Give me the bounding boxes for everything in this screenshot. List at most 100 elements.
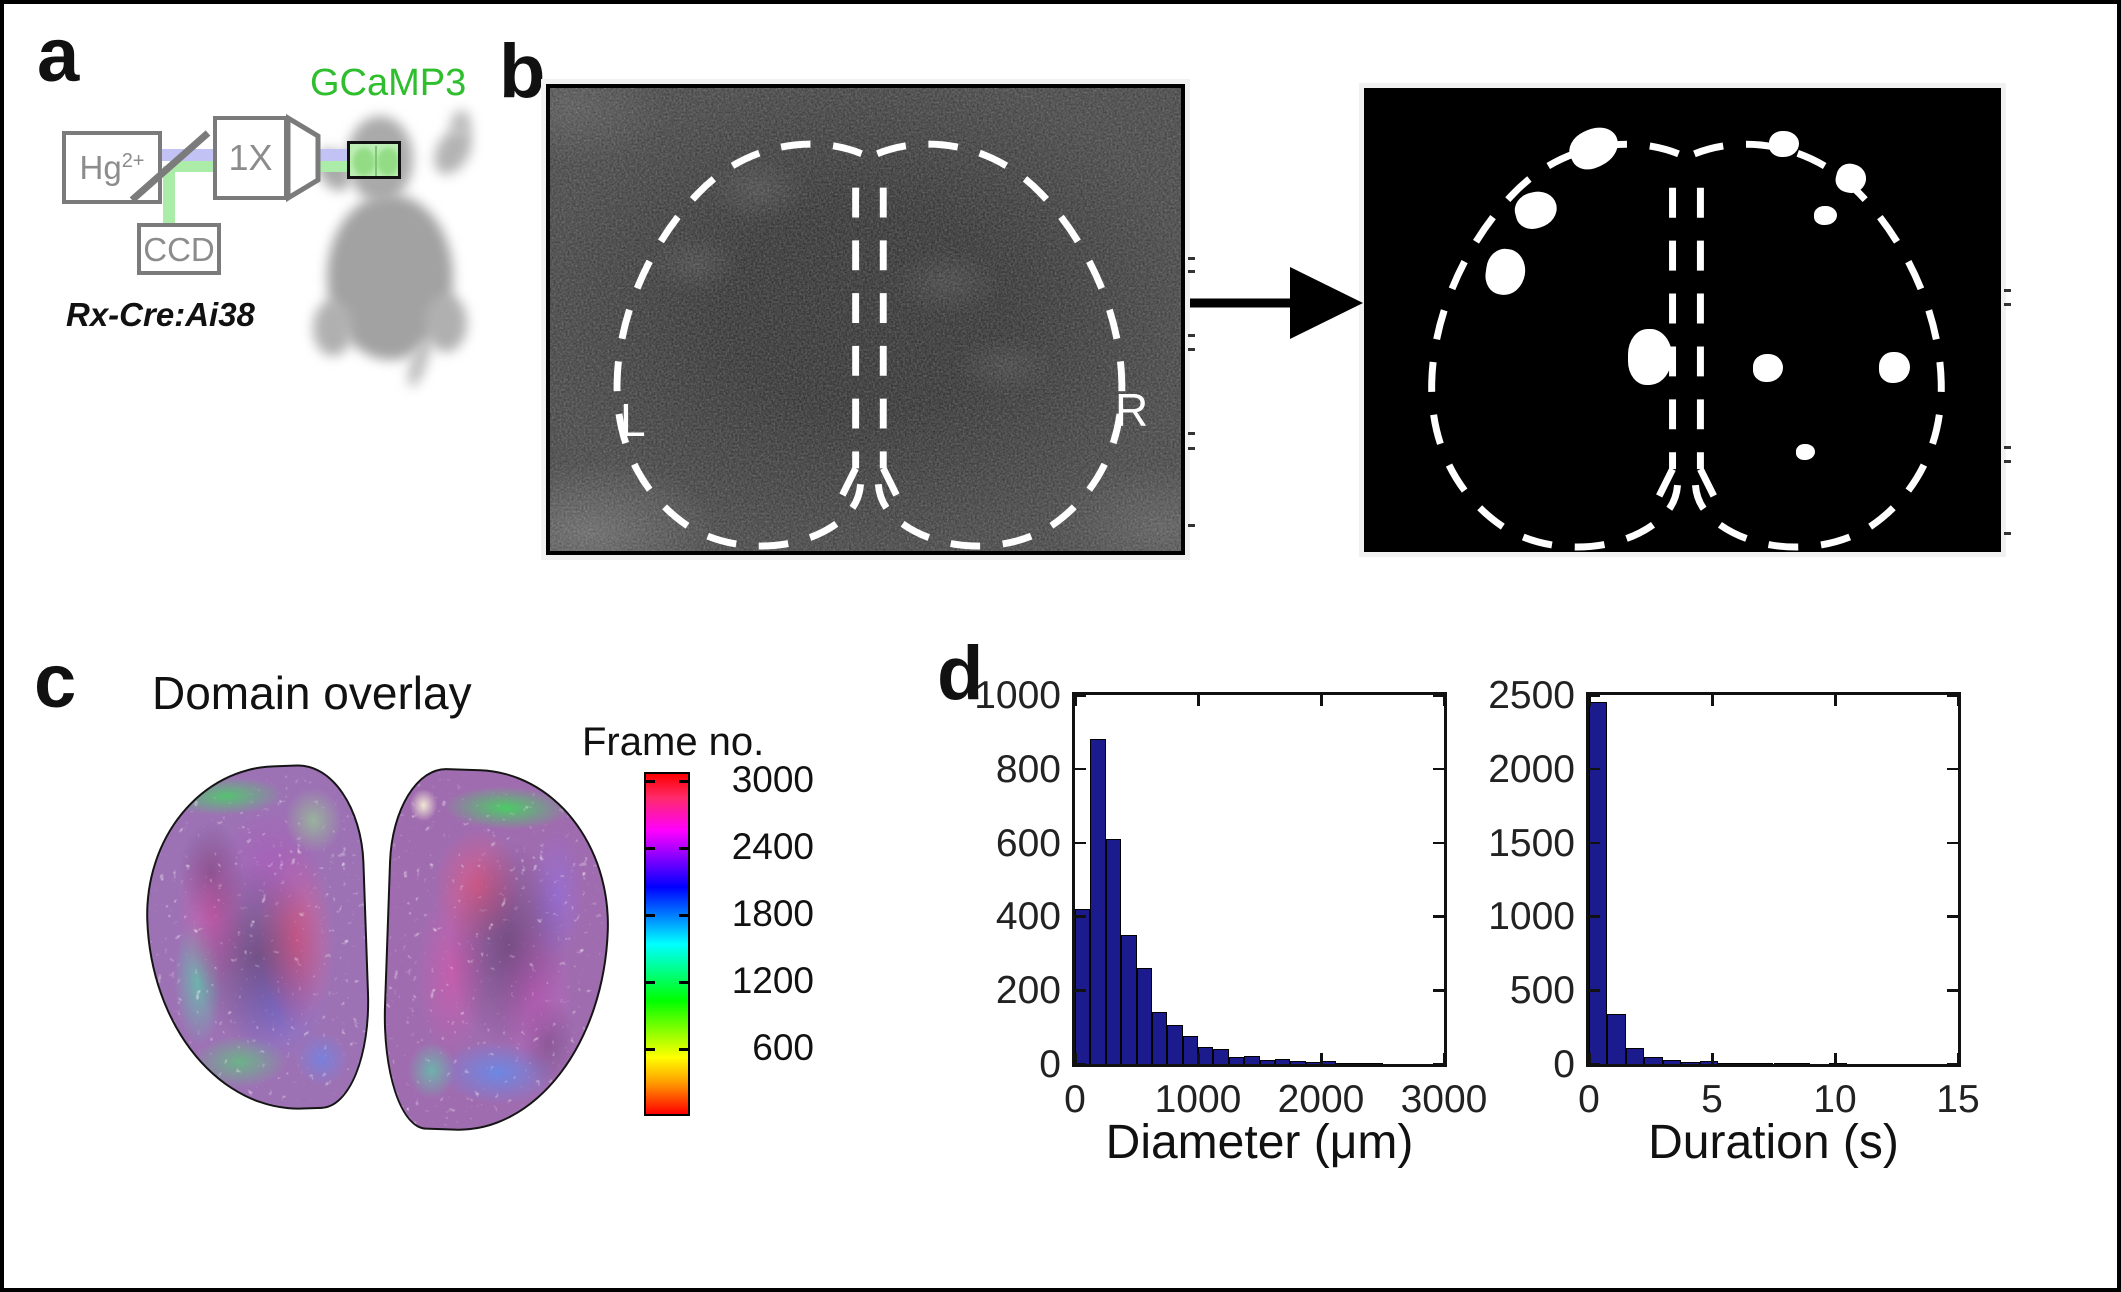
y-tick-label: 200 bbox=[995, 969, 1061, 1013]
histogram-bar bbox=[1136, 968, 1152, 1064]
y-tick-mark bbox=[1433, 841, 1444, 845]
colorbar-tick-mark bbox=[646, 1047, 655, 1051]
y-tick-mark bbox=[1947, 767, 1958, 771]
histogram-bar bbox=[1607, 1013, 1626, 1064]
y-tick-mark bbox=[1947, 1063, 1958, 1066]
histogram-bar bbox=[1213, 1048, 1229, 1064]
colorbar-tick-label: 1200 bbox=[731, 960, 814, 1002]
y-tick-mark bbox=[1589, 694, 1600, 697]
thresholded-domains-image bbox=[1364, 88, 2001, 552]
brain-outline-dashed bbox=[613, 140, 1126, 550]
objective-box: 1X bbox=[213, 116, 288, 200]
domain-overlay-title: Domain overlay bbox=[152, 667, 472, 719]
histogram-bar bbox=[1151, 1012, 1168, 1064]
y-tick-mark bbox=[1075, 694, 1086, 697]
x-tick-mark bbox=[1320, 1053, 1323, 1064]
colorbar-tick-mark bbox=[646, 846, 655, 850]
colorbar-tick-label: 1800 bbox=[731, 893, 814, 935]
histogram-bar bbox=[1736, 1063, 1756, 1064]
fluorophore-label: GCaMP3 bbox=[310, 62, 467, 104]
colorbar-tick-mark bbox=[646, 779, 655, 783]
edge-tick-mark bbox=[2004, 289, 2011, 292]
histogram-bar bbox=[1773, 1063, 1792, 1064]
diameter-axis-label: Diameter (μm) bbox=[1105, 1116, 1414, 1169]
x-tick-mark bbox=[1588, 695, 1591, 706]
edge-tick-mark bbox=[2004, 303, 2011, 306]
dichroic-mirror-icon bbox=[129, 130, 211, 203]
mercury-lamp-label: Hg bbox=[79, 149, 122, 186]
edge-tick-mark bbox=[1188, 524, 1195, 527]
x-tick-mark bbox=[1443, 695, 1446, 706]
histogram-bar bbox=[1681, 1062, 1700, 1064]
cranial-window bbox=[347, 141, 401, 179]
y-tick-mark bbox=[1075, 989, 1086, 992]
histogram-bar bbox=[1244, 1055, 1260, 1064]
objective-lens-icon bbox=[286, 113, 321, 203]
colorbar-tick-label: 2400 bbox=[731, 826, 814, 868]
y-tick-mark bbox=[1947, 841, 1958, 845]
histogram-bar bbox=[1351, 1063, 1368, 1064]
y-tick-mark bbox=[1075, 1063, 1086, 1066]
y-tick-label: 2500 bbox=[1488, 674, 1575, 717]
panel-label-b: b bbox=[499, 29, 546, 114]
colorbar-tick-mark bbox=[679, 1047, 688, 1051]
mouse-line-label: Rx-Cre:Ai38 bbox=[66, 296, 255, 333]
active-domain-blob bbox=[1753, 354, 1783, 382]
x-tick-label: 0 bbox=[1064, 1078, 1086, 1121]
y-tick-mark bbox=[1433, 915, 1444, 918]
histogram-bar bbox=[1259, 1059, 1275, 1064]
histogram-bar bbox=[1228, 1056, 1245, 1064]
colorbar-title: Frame no. bbox=[582, 720, 765, 764]
y-tick-label: 1000 bbox=[974, 674, 1061, 717]
colorbar-tick-mark bbox=[679, 779, 688, 783]
colorbar-tick-mark bbox=[679, 980, 688, 984]
y-tick-mark bbox=[1433, 989, 1444, 992]
histogram-bar bbox=[1167, 1025, 1183, 1064]
right-hemisphere-letter: R bbox=[1115, 384, 1149, 436]
colorbar-tick-mark bbox=[646, 980, 655, 984]
edge-tick-mark bbox=[1188, 334, 1195, 337]
y-tick-mark bbox=[1075, 767, 1086, 771]
mouse-silhouette-image bbox=[299, 104, 484, 390]
y-tick-label: 1000 bbox=[1488, 895, 1575, 939]
y-tick-mark bbox=[1075, 915, 1086, 918]
arrow-icon bbox=[1190, 267, 1363, 339]
histogram-bar bbox=[1121, 934, 1137, 1064]
x-tick-mark bbox=[1711, 695, 1714, 706]
histogram-bar bbox=[1755, 1063, 1774, 1064]
histogram-bar bbox=[1828, 1062, 1848, 1064]
x-tick-mark bbox=[1711, 1053, 1714, 1064]
duration-histogram: Duration (s) 0 5 10 15 0 500 1000 1500 2000 2500 bbox=[1488, 674, 1979, 1169]
histogram-bar bbox=[1791, 1063, 1811, 1064]
histogram-bar bbox=[1367, 1062, 1383, 1064]
y-tick-mark bbox=[1589, 767, 1600, 771]
histogram-bar bbox=[1305, 1061, 1321, 1064]
ccd-camera-box: CCD bbox=[137, 223, 221, 275]
histogram-bar bbox=[1644, 1056, 1663, 1064]
x-tick-mark bbox=[1320, 695, 1323, 706]
y-tick-mark bbox=[1433, 767, 1444, 771]
active-domain-blob bbox=[1628, 329, 1672, 385]
x-tick-mark bbox=[1074, 695, 1077, 706]
left-hemisphere-letter: L bbox=[620, 394, 646, 446]
histogram-bar bbox=[1182, 1036, 1198, 1064]
histogram-bar bbox=[1699, 1061, 1719, 1064]
y-tick-mark bbox=[1075, 841, 1086, 845]
active-domain-blob bbox=[1814, 206, 1837, 225]
x-tick-mark bbox=[1197, 695, 1200, 706]
y-tick-mark bbox=[1589, 1063, 1600, 1066]
colorbar-tick-mark bbox=[646, 913, 655, 917]
histogram-bar bbox=[1105, 838, 1122, 1064]
panel-label-a: a bbox=[37, 13, 80, 98]
y-tick-label: 400 bbox=[995, 895, 1061, 939]
x-tick-label: 0 bbox=[1578, 1078, 1600, 1121]
colorbar-tick-label: 3000 bbox=[731, 759, 814, 801]
x-tick-label: 15 bbox=[1936, 1078, 1980, 1121]
edge-tick-mark bbox=[1188, 257, 1195, 260]
y-tick-mark bbox=[1947, 915, 1958, 918]
x-tick-mark bbox=[1197, 1053, 1200, 1064]
edge-tick-mark bbox=[1188, 432, 1195, 435]
fluorescence-image: L R bbox=[546, 84, 1185, 555]
edge-tick-mark bbox=[1188, 447, 1195, 450]
